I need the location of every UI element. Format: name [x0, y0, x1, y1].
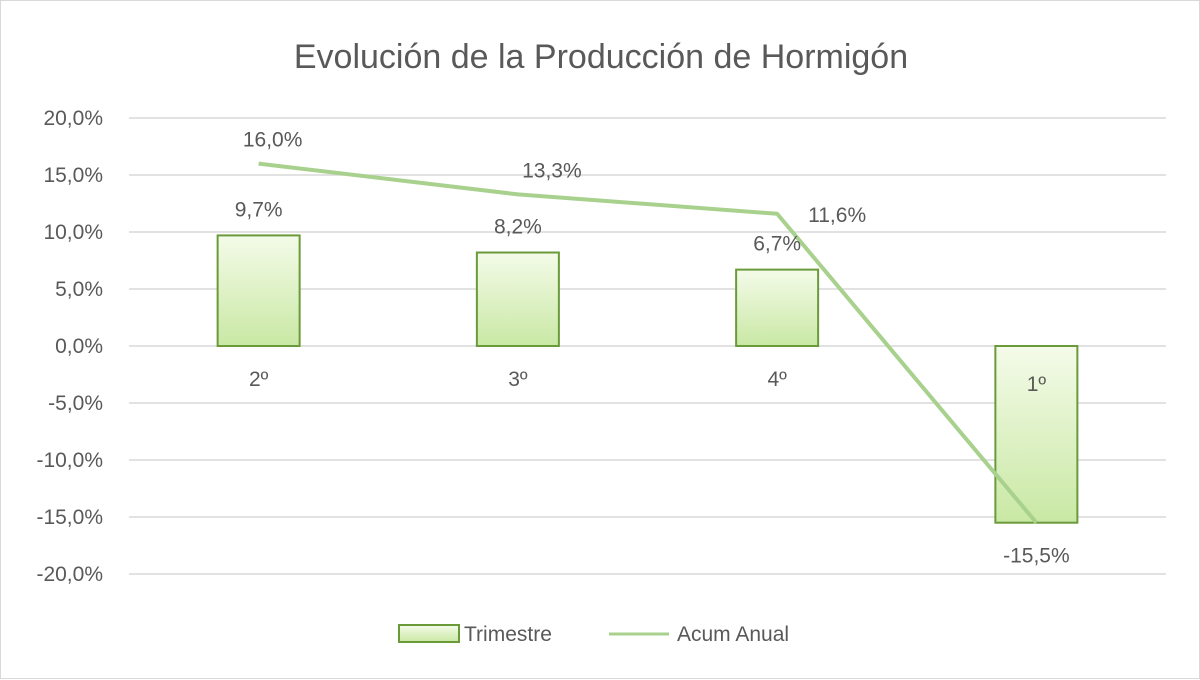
y-tick-label: -15,0% — [36, 506, 103, 529]
bar — [735, 268, 820, 347]
y-tick-label: 5,0% — [55, 278, 103, 301]
x-category-label: 1º — [1027, 373, 1047, 396]
y-tick-label: 15,0% — [43, 164, 103, 187]
bar — [994, 345, 1079, 524]
bar — [216, 234, 301, 347]
bar-data-label: 6,7% — [753, 233, 801, 256]
y-tick-label: -10,0% — [36, 449, 103, 472]
y-tick-label: 20,0% — [43, 107, 103, 130]
y-tick-label: -5,0% — [48, 392, 103, 415]
y-tick-label: -20,0% — [36, 563, 103, 586]
x-category-label: 4º — [767, 368, 787, 391]
y-tick-label: 10,0% — [43, 221, 103, 244]
line-data-label: 16,0% — [243, 129, 303, 152]
bar-data-label: -15,5% — [1003, 545, 1070, 568]
legend-swatch-trimestre — [398, 624, 460, 643]
y-tick-label: 0,0% — [55, 335, 103, 358]
x-category-label: 2º — [249, 368, 269, 391]
x-category-label: 3º — [508, 368, 528, 391]
bar-data-label: 8,2% — [494, 216, 542, 239]
bar-data-label: 9,7% — [235, 198, 283, 221]
legend-label-acum-anual: Acum Anual — [677, 623, 789, 646]
line-data-label: 11,6% — [808, 204, 866, 227]
chart-title: Evolución de la Producción de Hormigón — [294, 38, 908, 76]
line-acum-anual — [258, 161, 1038, 524]
legend: Trimestre Acum Anual — [398, 623, 789, 646]
legend-label-trimestre: Trimestre — [464, 623, 552, 646]
line-data-label: 13,3% — [522, 159, 582, 182]
bar — [475, 251, 560, 348]
